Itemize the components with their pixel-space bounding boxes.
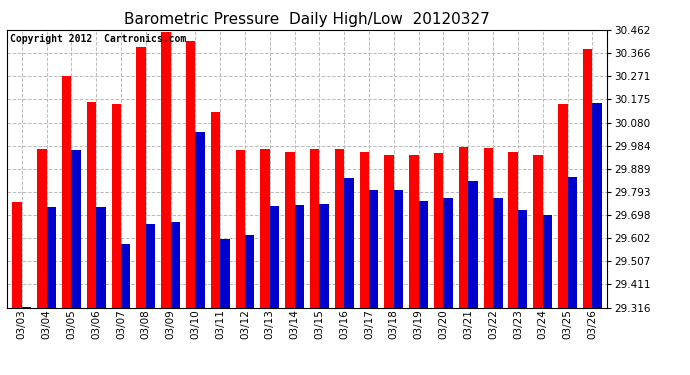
Bar — [444, 198, 453, 308]
Bar — [319, 204, 329, 308]
Bar — [344, 178, 354, 308]
Bar — [543, 214, 552, 308]
Bar — [62, 76, 71, 308]
Text: Copyright 2012  Cartronics.com: Copyright 2012 Cartronics.com — [10, 34, 186, 44]
Bar — [195, 132, 205, 308]
Bar — [220, 239, 230, 308]
Bar — [295, 205, 304, 308]
Bar — [260, 149, 270, 308]
Bar — [270, 206, 279, 308]
Bar — [335, 149, 344, 308]
Bar — [112, 104, 121, 308]
Bar — [245, 235, 255, 308]
Bar — [71, 150, 81, 308]
Bar — [484, 148, 493, 308]
Bar — [47, 207, 56, 308]
Bar — [310, 149, 319, 308]
Bar — [12, 202, 22, 308]
Bar — [459, 147, 469, 308]
Bar — [186, 41, 195, 308]
Bar — [518, 210, 527, 308]
Bar — [533, 155, 543, 308]
Bar — [558, 104, 567, 308]
Bar — [37, 149, 47, 308]
Bar — [235, 150, 245, 308]
Bar — [583, 49, 592, 308]
Bar — [469, 181, 477, 308]
Bar — [359, 152, 369, 308]
Bar — [419, 201, 428, 308]
Bar — [137, 47, 146, 308]
Bar — [409, 155, 419, 308]
Bar — [211, 112, 220, 308]
Bar — [434, 153, 444, 308]
Bar — [146, 224, 155, 308]
Bar — [96, 207, 106, 308]
Bar — [161, 32, 170, 308]
Bar — [384, 155, 394, 308]
Bar — [121, 244, 130, 308]
Bar — [567, 177, 577, 308]
Bar — [22, 306, 31, 308]
Title: Barometric Pressure  Daily High/Low  20120327: Barometric Pressure Daily High/Low 20120… — [124, 12, 490, 27]
Bar — [493, 198, 502, 308]
Bar — [509, 152, 518, 308]
Bar — [369, 190, 379, 308]
Bar — [394, 190, 403, 308]
Bar — [170, 222, 180, 308]
Bar — [285, 152, 295, 308]
Bar — [592, 103, 602, 308]
Bar — [87, 102, 96, 308]
